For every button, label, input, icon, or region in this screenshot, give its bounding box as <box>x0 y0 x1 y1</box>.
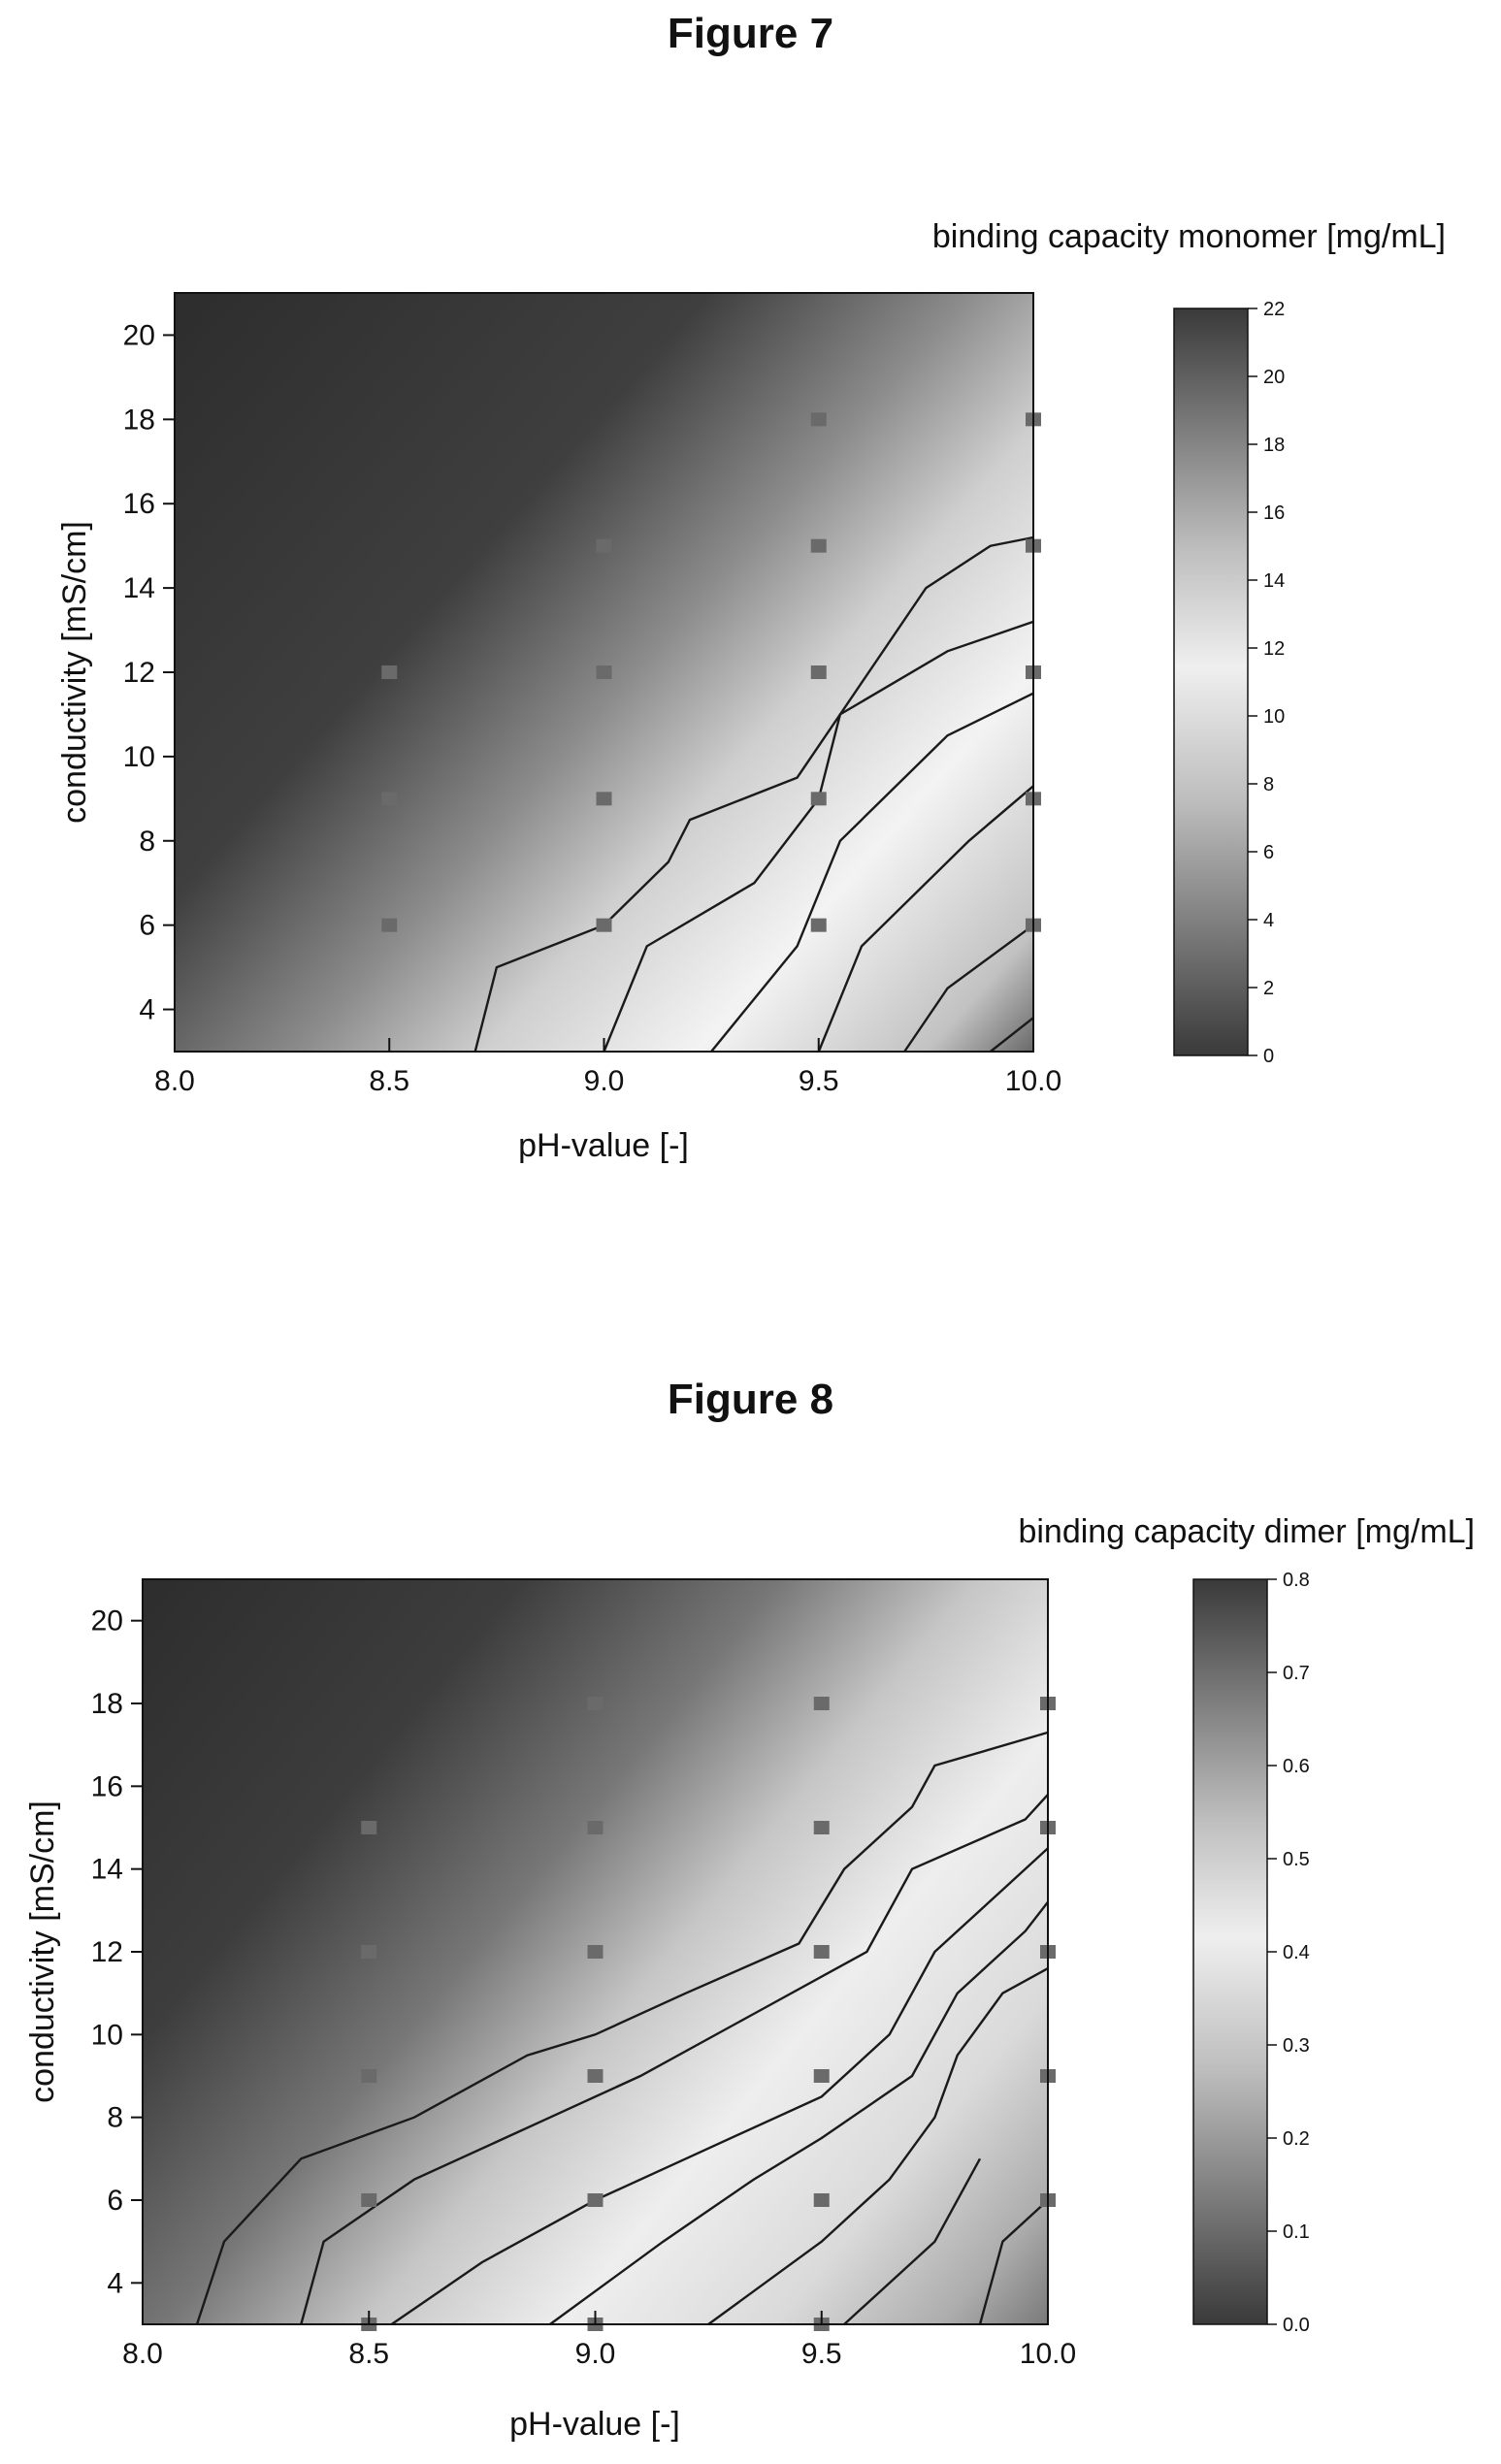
colorbar-tick-label: 0 <box>1263 1046 1274 1067</box>
y-tick-label: 12 <box>91 1936 123 1968</box>
colorbar <box>1192 1578 1268 2325</box>
sample-point-marker <box>813 2069 830 2083</box>
x-tick-label: 8.5 <box>348 2338 389 2370</box>
contour-line <box>390 1847 1049 2325</box>
x-tick-label: 8.5 <box>369 1065 409 1097</box>
contour-line <box>549 1901 1049 2325</box>
contour-line <box>817 785 1034 1053</box>
contour-line <box>990 1017 1034 1053</box>
sample-point-marker <box>813 1945 830 1959</box>
figure-7-title: Figure 7 <box>667 10 834 57</box>
sample-point-marker <box>596 918 612 932</box>
sample-point-marker <box>596 792 612 806</box>
colorbar-tick-label: 18 <box>1263 435 1285 456</box>
y-tick-label: 18 <box>91 1688 123 1720</box>
colorbar-tick-label: 0.6 <box>1283 1756 1310 1777</box>
colorbar-tick-label: 6 <box>1263 842 1274 863</box>
sample-point-marker <box>361 1821 377 1834</box>
y-tick-label: 6 <box>107 2185 123 2217</box>
colorbar-tick-label: 4 <box>1263 910 1274 931</box>
sample-point-marker <box>361 2193 377 2207</box>
colorbar-tick-label: 8 <box>1263 774 1274 795</box>
sample-point-marker <box>587 1697 604 1710</box>
contour-line <box>978 2199 1049 2325</box>
contour-line <box>195 1731 1049 2325</box>
y-tick-label: 20 <box>123 319 155 351</box>
figure-8-title: Figure 8 <box>667 1376 834 1423</box>
y-tick-label: 18 <box>123 404 155 436</box>
y-tick-label: 14 <box>91 1854 123 1886</box>
colorbar-tick-label: 22 <box>1263 299 1285 320</box>
y-tick-label: 10 <box>123 741 155 773</box>
sample-point-marker <box>596 665 612 679</box>
contour-line <box>300 1794 1049 2325</box>
colorbar-tick-label: 20 <box>1263 367 1285 388</box>
sample-point-marker <box>810 538 827 553</box>
contour-line <box>707 1967 1049 2325</box>
contour-line <box>843 2157 982 2325</box>
x-tick-label: 9.0 <box>584 1065 625 1097</box>
y-axis-label: conductivity [mS/cm] <box>56 521 93 824</box>
colorbar-tick-label: 10 <box>1263 706 1285 728</box>
y-tick-label: 20 <box>91 1605 123 1637</box>
x-tick-label: 8.0 <box>122 2338 163 2370</box>
sample-point-marker <box>810 918 827 932</box>
y-tick-label: 10 <box>91 2019 123 2051</box>
sample-point-marker <box>361 2069 377 2083</box>
y-tick-label: 6 <box>139 910 155 942</box>
colorbar-tick-label: 0.5 <box>1283 1849 1310 1870</box>
x-axis-label: pH-value [-] <box>518 1127 689 1164</box>
colorbar-tick-label: 2 <box>1263 978 1274 999</box>
colorbar-tick-label: 0.8 <box>1283 1570 1310 1591</box>
sample-point-marker <box>361 1945 377 1959</box>
contour-line <box>473 535 1034 1053</box>
x-tick-label: 9.5 <box>801 2338 842 2370</box>
sample-point-marker <box>810 665 827 679</box>
colorbar-tick-label: 0.0 <box>1283 2315 1310 2336</box>
y-tick-label: 16 <box>91 1770 123 1802</box>
x-tick-label: 8.0 <box>154 1065 195 1097</box>
sample-point-marker <box>381 665 398 679</box>
contour-line <box>710 692 1034 1053</box>
y-axis-label: conductivity [mS/cm] <box>24 1800 61 2103</box>
sample-point-marker <box>587 1821 604 1834</box>
colorbar-tick-label: 0.7 <box>1283 1663 1310 1684</box>
y-tick-label: 16 <box>123 488 155 520</box>
dimer-heatmap-chart: 8.0 8.5 9.0 9.5 10.0 4 6 8 10 12 14 16 18 20 pH-valu… <box>24 1513 1475 2443</box>
sample-point-marker <box>381 918 398 932</box>
x-tick-label: 9.5 <box>799 1065 839 1097</box>
colorbar-tick-label: 16 <box>1263 503 1285 524</box>
colorbar-tick-label: 12 <box>1263 638 1285 660</box>
y-tick-label: 8 <box>139 826 155 858</box>
sample-point-marker <box>381 792 398 806</box>
sample-point-marker <box>587 1945 604 1959</box>
colorbar-title: binding capacity dimer [mg/mL] <box>1018 1513 1475 1550</box>
y-tick-label: 12 <box>123 657 155 689</box>
colorbar-tick-label: 0.2 <box>1283 2128 1310 2150</box>
sample-point-marker <box>813 1821 830 1834</box>
y-tick-label: 4 <box>139 994 155 1026</box>
sample-point-marker <box>813 1697 830 1710</box>
x-axis-label: pH-value [-] <box>509 2406 680 2443</box>
colorbar-title: binding capacity monomer [mg/mL] <box>932 218 1446 255</box>
colorbar <box>1173 308 1249 1056</box>
x-tick-label: 10.0 <box>1005 1065 1061 1097</box>
colorbar-tick-label: 0.3 <box>1283 2035 1310 2057</box>
sample-point-marker <box>587 2193 604 2207</box>
x-tick-label: 10.0 <box>1020 2338 1076 2370</box>
y-tick-label: 4 <box>107 2267 123 2299</box>
contour-line <box>903 924 1034 1053</box>
y-tick-label: 8 <box>107 2102 123 2134</box>
sample-point-marker <box>810 412 827 427</box>
sample-point-marker <box>587 2069 604 2083</box>
sample-point-marker <box>596 538 612 553</box>
colorbar-tick-label: 14 <box>1263 570 1285 592</box>
colorbar-tick-label: 0.4 <box>1283 1942 1310 1963</box>
x-tick-label: 9.0 <box>575 2338 616 2370</box>
colorbar-tick-label: 0.1 <box>1283 2221 1310 2243</box>
sample-point-marker <box>810 792 827 806</box>
y-tick-label: 14 <box>123 572 155 604</box>
sample-point-marker <box>813 2193 830 2207</box>
